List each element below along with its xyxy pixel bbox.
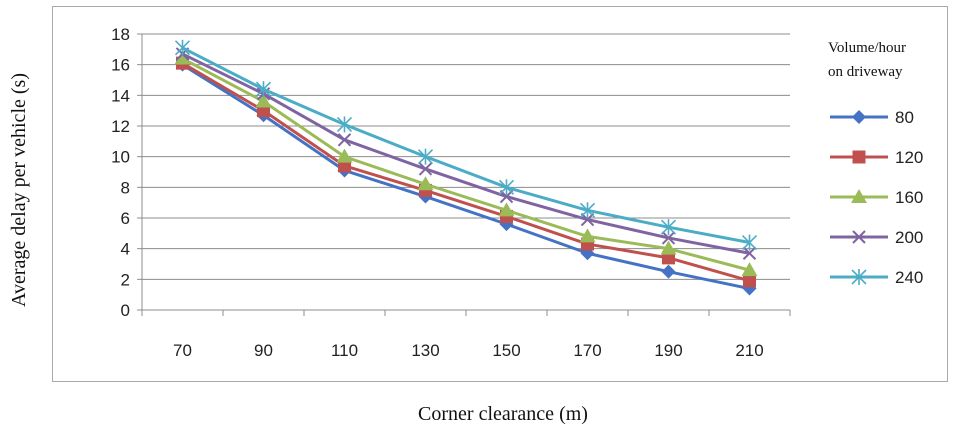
x-tick-label: 130	[411, 341, 439, 360]
data-point-120	[743, 274, 756, 288]
gridlines	[142, 33, 790, 280]
legend-marker	[851, 269, 867, 285]
x-tick-label: 150	[492, 341, 520, 360]
legend-label: 80	[895, 108, 914, 127]
legend-label: 200	[895, 228, 923, 247]
data-point-240	[255, 81, 272, 98]
x-tick-label: 70	[173, 341, 192, 360]
legend-entry-160: 160	[830, 188, 923, 207]
data-point-200	[742, 246, 757, 260]
legend-marker	[852, 110, 866, 124]
legend-marker	[852, 150, 866, 164]
data-point-240	[417, 148, 434, 165]
data-point-160	[336, 148, 353, 163]
y-tick-label: 0	[121, 301, 130, 320]
x-tick-label: 110	[331, 341, 358, 360]
data-point-240	[498, 179, 515, 196]
y-tick-label: 4	[121, 240, 130, 259]
data-point-80	[661, 264, 676, 279]
series-line-240	[181, 46, 750, 245]
legend-marker	[851, 189, 867, 203]
legend: Volume/hour on driveway 80 120 160 200 240	[828, 40, 923, 287]
legend-label: 160	[895, 188, 923, 207]
legend-entry-120: 120	[830, 148, 923, 167]
series-240	[174, 39, 758, 251]
x-tick-label: 90	[254, 341, 273, 360]
legend-title: on driveway	[828, 64, 903, 80]
data-point-160	[660, 240, 677, 255]
legend-entry-200: 200	[830, 228, 923, 247]
y-tick-label: 10	[111, 148, 130, 167]
x-axis-title: Corner clearance (m)	[418, 403, 588, 425]
data-point-160	[417, 176, 434, 191]
data-point-240	[741, 234, 758, 251]
legend-label: 120	[895, 148, 923, 167]
data-point-240	[174, 39, 191, 56]
legend-title: Volume/hour	[828, 40, 906, 56]
series-line-160	[181, 57, 750, 272]
series-160	[174, 50, 758, 277]
x-tick-label: 210	[735, 341, 763, 360]
data-point-200	[499, 189, 514, 204]
data-point-240	[579, 202, 596, 219]
x-tick-label: 190	[654, 341, 682, 360]
series-line-200	[181, 52, 750, 255]
legend-entry-240: 240	[830, 268, 923, 287]
y-tick-label: 18	[111, 25, 130, 44]
legend-marker	[852, 230, 866, 244]
legend-label: 240	[895, 268, 923, 287]
y-tick-label: 14	[111, 86, 130, 105]
data-point-160	[741, 262, 758, 277]
series-200	[175, 47, 757, 260]
y-tick-label: 2	[121, 270, 130, 289]
data-point-160	[174, 50, 191, 65]
data-point-200	[418, 162, 433, 176]
y-tick-label: 12	[111, 117, 130, 136]
data-point-160	[579, 228, 596, 243]
legend-entry-80: 80	[830, 108, 914, 127]
data-point-160	[255, 93, 272, 108]
y-tick-label: 16	[111, 56, 130, 75]
y-axis-title: Average delay per vehicle (s)	[8, 73, 30, 307]
x-tick-label: 170	[573, 341, 601, 360]
data-point-200	[661, 231, 676, 245]
data-point-160	[498, 202, 515, 217]
data-point-200	[580, 212, 595, 227]
axes	[137, 33, 791, 316]
y-tick-label: 6	[121, 209, 130, 228]
data-point-240	[336, 116, 353, 133]
series-line-80	[181, 63, 750, 291]
y-tick-label: 8	[121, 178, 130, 197]
data-point-200	[337, 133, 352, 147]
tick-labels: 0 2 4 6 8 10 12 14 16 18 70 90 110 130 150 170 190 210	[111, 25, 764, 360]
data-point-240	[660, 219, 677, 236]
series-lines	[174, 39, 758, 296]
series-line-120	[181, 61, 750, 283]
